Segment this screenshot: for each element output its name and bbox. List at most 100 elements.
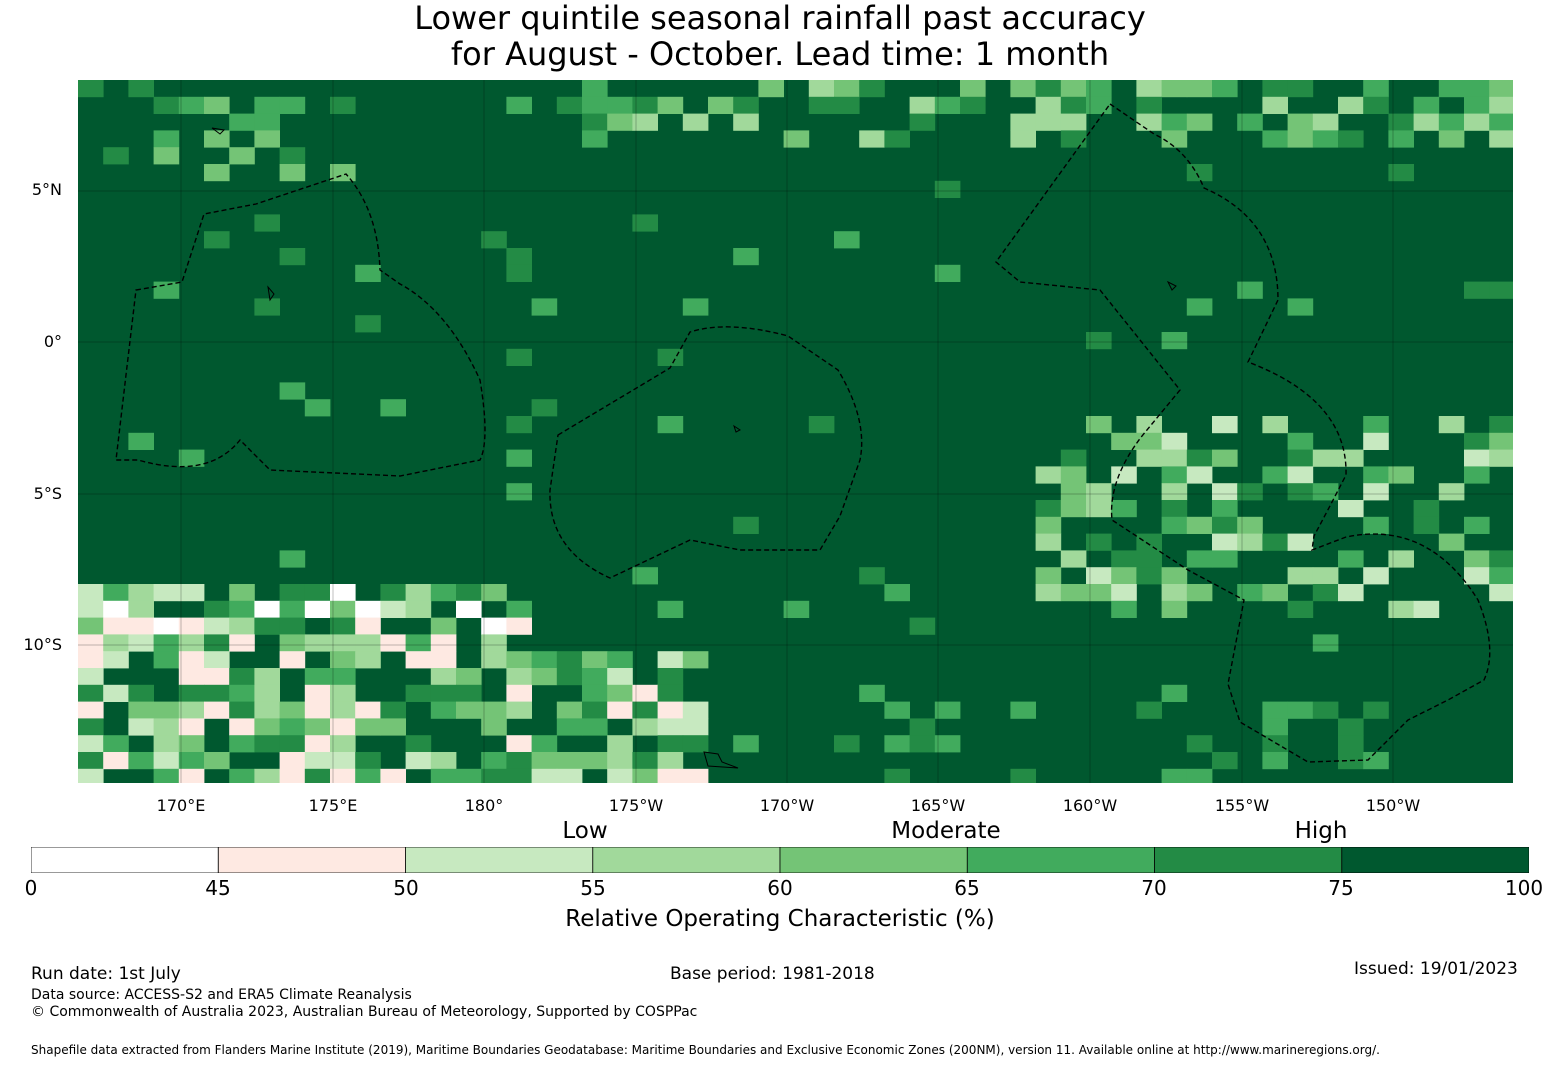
grid-cell	[1489, 584, 1513, 602]
grid-cell	[506, 248, 532, 266]
grid-cell	[582, 130, 608, 148]
grid-cell	[1287, 449, 1314, 467]
grid-cell	[657, 668, 684, 686]
grid-cell	[582, 113, 608, 131]
grid-cell	[481, 752, 507, 770]
lon-label-175w: 175°W	[608, 796, 664, 815]
grid-cell	[556, 768, 583, 783]
grid-cell	[1287, 533, 1314, 551]
grid-cell	[632, 684, 658, 702]
grid-cell	[1363, 567, 1389, 585]
grid-cell	[1287, 483, 1314, 501]
grid-cell	[506, 735, 532, 753]
grid-cell	[531, 651, 558, 669]
grid-cell	[632, 768, 658, 783]
grid-cell	[430, 701, 457, 719]
grid-cell	[1388, 164, 1414, 182]
grid-cell	[229, 768, 255, 783]
grid-cell	[657, 718, 684, 736]
grid-cell	[103, 147, 129, 165]
grid-cell	[456, 600, 482, 618]
grid-cell	[1010, 80, 1036, 98]
grid-cell	[1035, 567, 1062, 585]
grid-cell	[304, 399, 331, 417]
grid-cell	[1464, 516, 1490, 534]
grid-cell	[1086, 500, 1112, 518]
grid-cell	[1237, 584, 1263, 602]
grid-cell	[733, 516, 759, 534]
grid-cell	[632, 214, 658, 232]
grid-cell	[1464, 281, 1490, 299]
grid-cell	[481, 584, 507, 602]
grid-cell	[556, 668, 583, 686]
grid-cell	[1464, 466, 1490, 484]
grid-cell	[1161, 584, 1188, 602]
grid-cell	[808, 80, 835, 98]
grid-cell	[1262, 96, 1288, 114]
lat-label-5n: 5°N	[31, 180, 62, 199]
grid-cell	[1136, 113, 1162, 131]
grid-cell	[1464, 449, 1490, 467]
grid-cell	[330, 768, 356, 783]
grid-cell	[304, 752, 331, 770]
grid-cell	[834, 80, 860, 98]
grid-cell	[682, 768, 709, 783]
grid-cell	[1287, 298, 1314, 316]
grid-cell	[884, 130, 910, 148]
grid-cell	[178, 684, 205, 702]
grid-cell	[1161, 567, 1188, 585]
grid-cell	[1413, 600, 1440, 618]
grid-cell	[607, 684, 633, 702]
grid-cell	[1060, 483, 1087, 501]
grid-cell	[1287, 113, 1314, 131]
grid-cell	[884, 768, 910, 783]
grid-cell	[279, 718, 306, 736]
grid-cell	[657, 651, 684, 669]
grid-cell	[1035, 466, 1062, 484]
grid-cell	[1287, 130, 1314, 148]
grid-cell	[1438, 130, 1465, 148]
grid-cell	[153, 752, 180, 770]
grid-cell	[128, 80, 154, 98]
grid-cell	[1060, 130, 1087, 148]
grid-cell	[153, 718, 180, 736]
grid-cell	[733, 113, 759, 131]
grid-cells	[78, 80, 1513, 783]
grid-cell	[1136, 80, 1162, 98]
grid-cell	[682, 701, 709, 719]
grid-cell	[254, 617, 280, 635]
island-nauru-atoll	[211, 127, 226, 135]
grid-cell	[430, 634, 457, 652]
grid-cell	[934, 264, 961, 282]
grid-cell	[607, 701, 633, 719]
grid-cell	[657, 600, 684, 618]
grid-cell	[153, 96, 180, 114]
map-title-line-1: Lower quintile seasonal rainfall past ac…	[414, 0, 1146, 37]
grid-cell	[229, 701, 255, 719]
grid-cell	[506, 348, 532, 366]
grid-cell	[254, 684, 280, 702]
grid-cell	[78, 768, 104, 783]
grid-cell	[1489, 432, 1513, 450]
grid-cell	[1086, 567, 1112, 585]
base-period: Base period: 1981-2018	[670, 964, 875, 984]
lon-label-170e: 170°E	[156, 796, 206, 815]
grid-cell	[506, 768, 532, 783]
lat-label-5s: 5°S	[33, 484, 62, 503]
grid-cell	[153, 130, 180, 148]
grid-cell	[1312, 634, 1339, 652]
grid-cell	[582, 668, 608, 686]
colorbar-tick-50: 50	[393, 876, 419, 900]
grid-cell	[531, 752, 558, 770]
grid-cell	[128, 634, 154, 652]
grid-cell	[1111, 550, 1137, 568]
grid-cell	[355, 315, 381, 333]
grid-cell	[78, 600, 104, 618]
grid-cell	[632, 113, 658, 131]
grid-cell	[279, 382, 306, 400]
copyright: © Commonwealth of Australia 2023, Austra…	[31, 1004, 698, 1020]
grid-cell	[657, 735, 684, 753]
eez-boundary-kiribati-gilbert	[115, 173, 486, 477]
grid-cell	[884, 701, 910, 719]
grid-cell	[103, 684, 129, 702]
